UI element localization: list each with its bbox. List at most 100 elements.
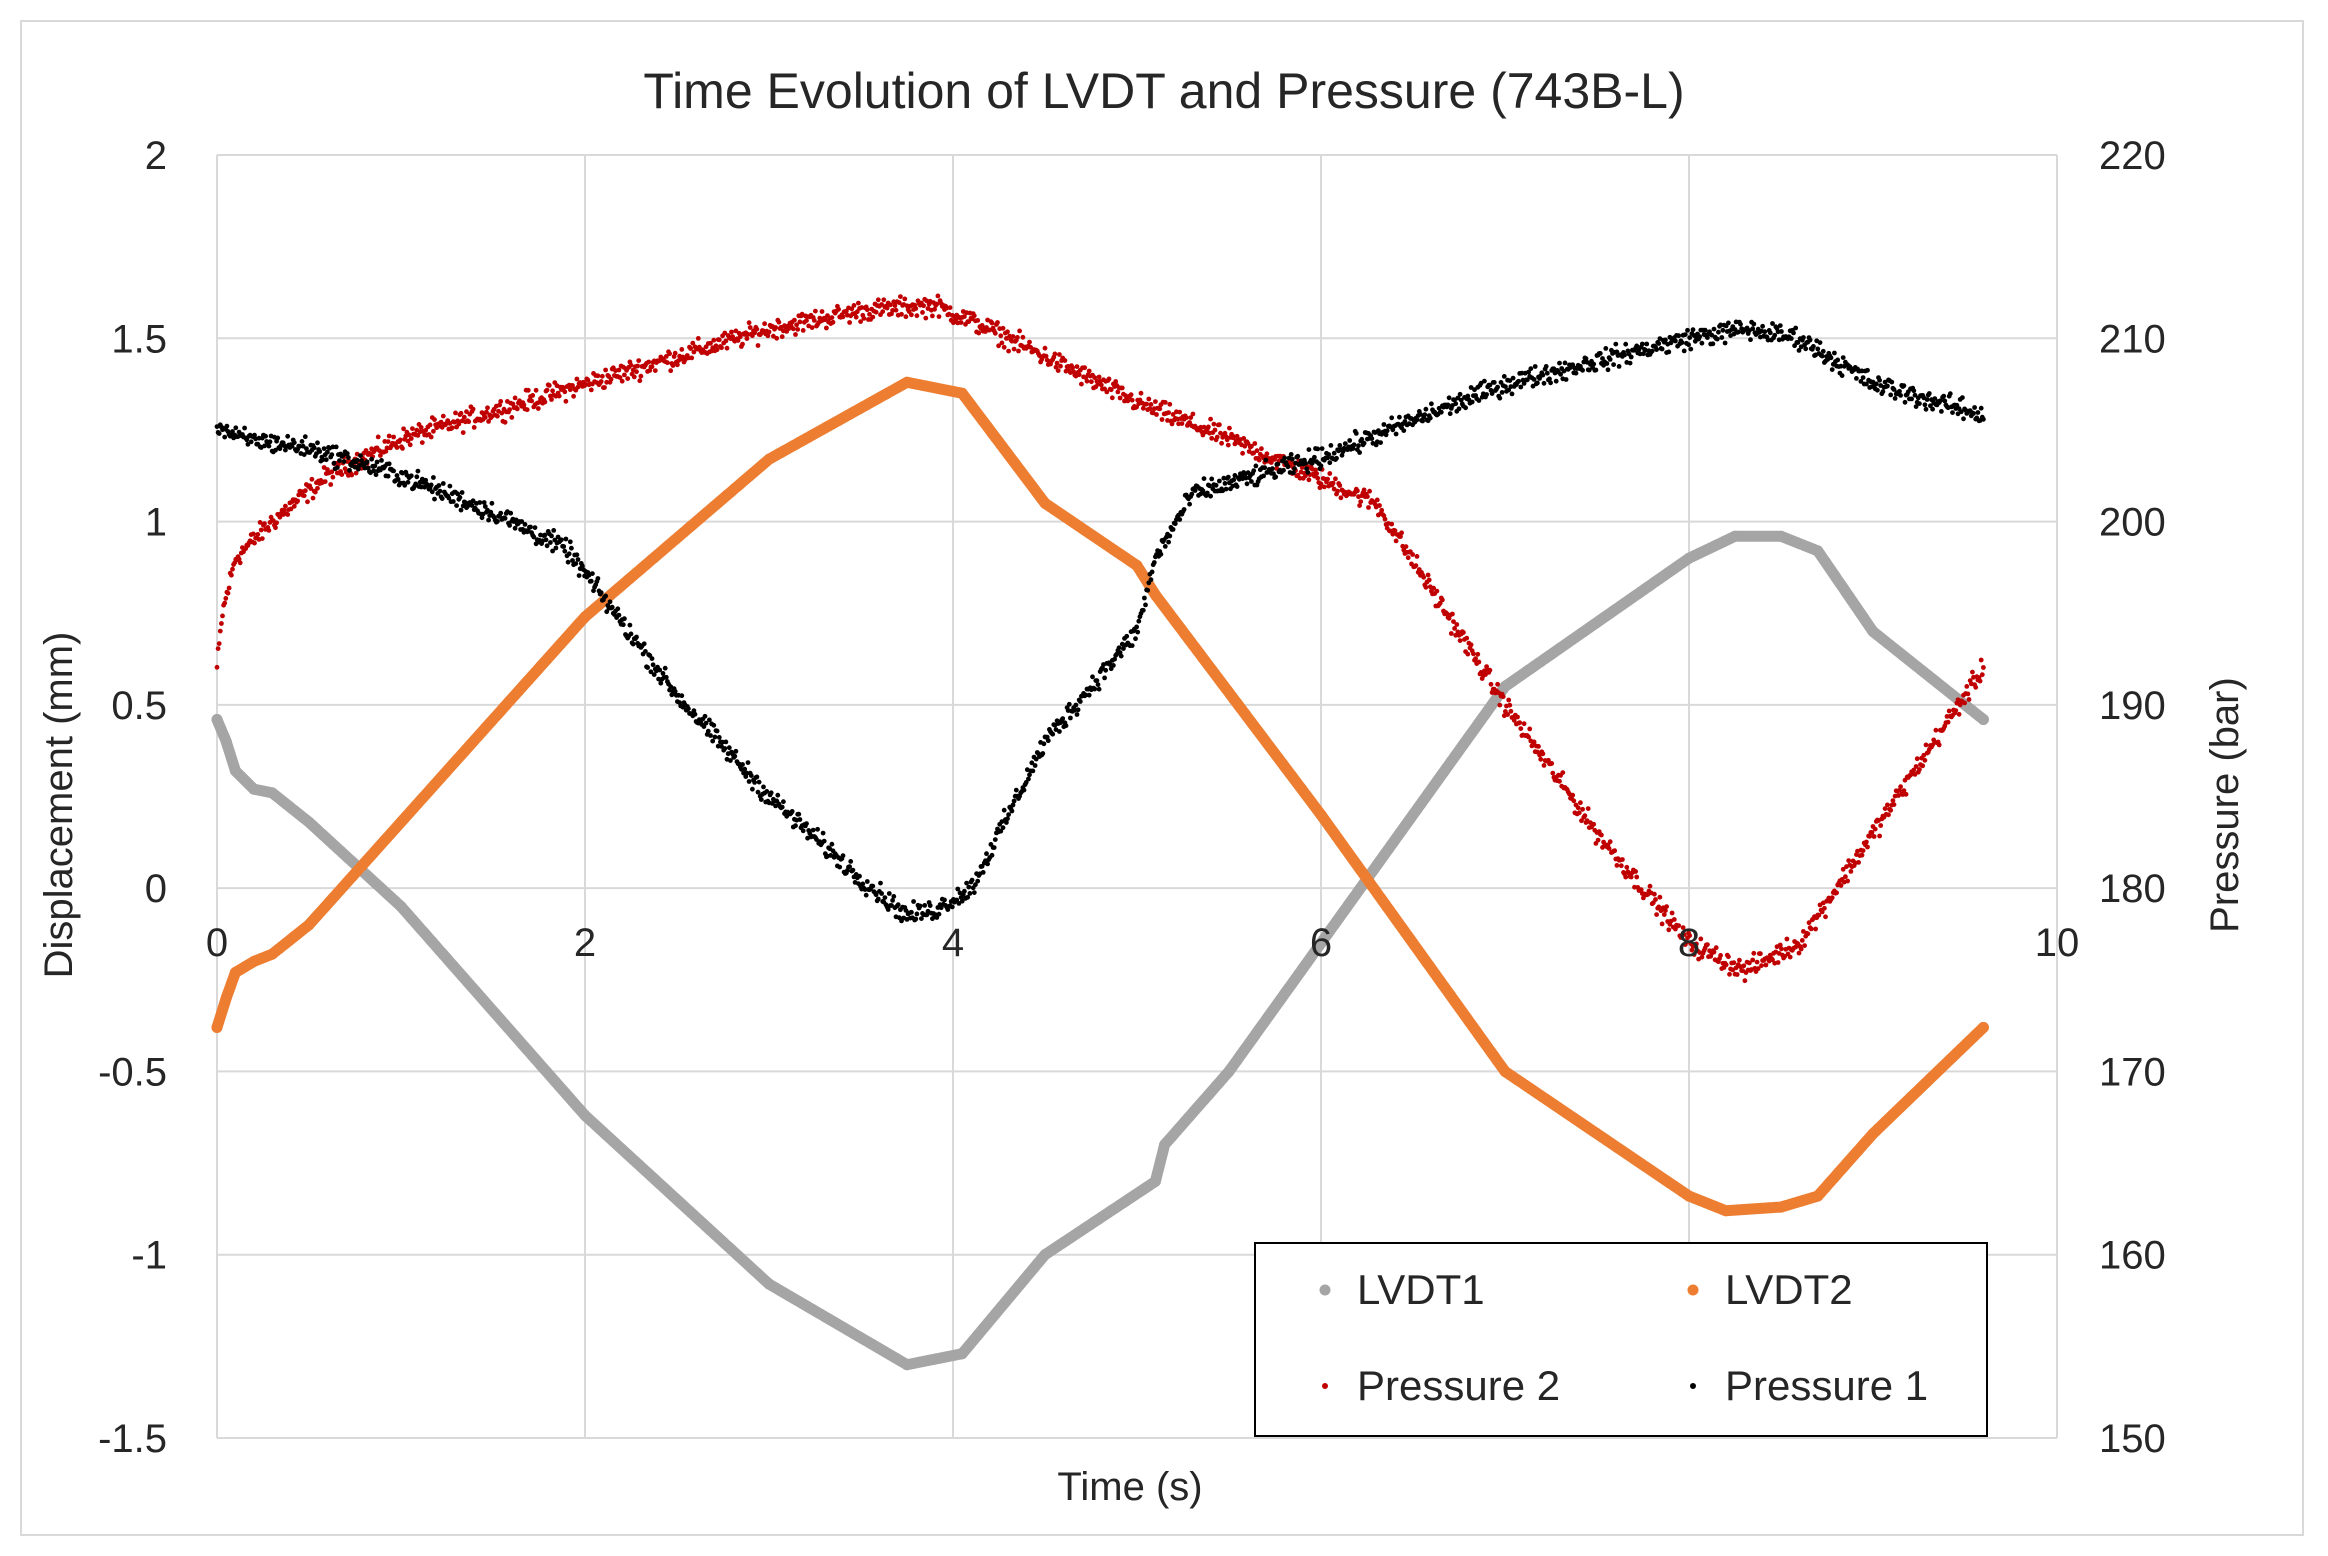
data-point-pressure-1	[1762, 329, 1768, 335]
data-point-pressure-1	[744, 770, 750, 776]
data-point-pressure-2	[1802, 943, 1807, 948]
data-point-pressure-1	[1603, 346, 1609, 351]
data-point-pressure-2	[864, 307, 870, 313]
data-point-pressure-1	[1427, 415, 1433, 421]
data-point-pressure-1	[705, 728, 711, 734]
data-point-pressure-2	[631, 374, 637, 380]
data-point-pressure-1	[1716, 329, 1721, 335]
data-point-pressure-1	[495, 519, 500, 524]
data-point-pressure-1	[436, 483, 442, 488]
data-point-pressure-2	[724, 345, 730, 351]
data-point-pressure-1	[1591, 361, 1597, 367]
data-point-pressure-1	[1958, 409, 1964, 415]
data-point-pressure-1	[980, 870, 986, 875]
data-point-pressure-2	[663, 354, 669, 359]
data-point-pressure-2	[1747, 960, 1752, 966]
legend: LVDT1 LVDT2 Pressure 2 Pressure 1	[1254, 1242, 1988, 1437]
data-point-pressure-2	[1413, 563, 1419, 568]
data-point-pressure-2	[1806, 920, 1812, 926]
data-point-pressure-1	[1074, 712, 1080, 717]
data-point-pressure-2	[976, 330, 982, 336]
data-point-pressure-2	[729, 329, 734, 335]
data-point-pressure-1	[364, 459, 370, 465]
data-point-pressure-2	[858, 319, 863, 324]
data-point-pressure-1	[1714, 336, 1720, 342]
data-point-pressure-1	[1275, 461, 1281, 467]
data-point-pressure-2	[947, 305, 953, 310]
data-point-pressure-1	[962, 888, 967, 894]
data-point-pressure-1	[1482, 378, 1487, 384]
data-point-pressure-1	[1854, 376, 1859, 381]
data-point-pressure-2	[1659, 921, 1665, 927]
data-point-pressure-1	[1381, 422, 1387, 427]
data-point-pressure-1	[573, 561, 579, 566]
data-point-pressure-1	[311, 445, 317, 451]
data-point-pressure-2	[1264, 451, 1270, 457]
data-point-pressure-1	[882, 895, 888, 900]
data-point-pressure-2	[291, 503, 297, 509]
data-point-pressure-2	[1315, 475, 1321, 481]
data-point-pressure-2	[216, 641, 222, 646]
data-point-pressure-2	[746, 320, 752, 326]
data-point-pressure-1	[1923, 406, 1929, 412]
data-point-pressure-1	[337, 458, 342, 463]
data-point-pressure-1	[1901, 383, 1907, 389]
data-point-pressure-2	[1393, 538, 1399, 544]
data-point-pressure-2	[1669, 910, 1675, 916]
data-point-pressure-2	[635, 363, 640, 369]
data-point-pressure-2	[305, 499, 310, 505]
series-line-lvdt1	[211, 530, 1989, 1371]
data-point-pressure-1	[761, 784, 766, 790]
data-point-pressure-2	[1179, 421, 1185, 426]
data-point-pressure-1	[1628, 354, 1634, 360]
data-point-pressure-1	[1600, 356, 1605, 361]
data-point-pressure-2	[262, 521, 267, 526]
data-point-pressure-1	[414, 474, 420, 480]
data-point-pressure-2	[1540, 751, 1546, 757]
data-point-pressure-1	[1423, 406, 1429, 412]
data-point-pressure-1	[262, 443, 267, 449]
data-point-pressure-1	[266, 443, 272, 449]
data-point-pressure-1	[660, 671, 666, 676]
data-point-pressure-1	[522, 522, 528, 527]
data-point-pressure-2	[1327, 471, 1333, 476]
data-point-pressure-2	[1754, 959, 1760, 965]
data-point-pressure-1	[966, 884, 972, 890]
data-point-pressure-2	[1742, 978, 1748, 984]
data-point-pressure-2	[723, 338, 729, 344]
data-point-pressure-2	[525, 387, 531, 393]
data-point-pressure-2	[556, 393, 562, 399]
data-point-pressure-2	[1366, 505, 1371, 510]
data-point-pressure-1	[750, 786, 755, 792]
data-point-pressure-1	[1133, 636, 1138, 642]
data-point-pressure-2	[1209, 435, 1215, 441]
data-point-pressure-1	[1318, 463, 1324, 469]
y-left-tick-label: -1	[131, 1234, 167, 1278]
data-point-pressure-1	[1531, 377, 1537, 382]
data-point-pressure-2	[1206, 424, 1211, 430]
data-point-pressure-2	[310, 495, 316, 501]
data-point-pressure-2	[1086, 368, 1092, 374]
data-point-pressure-2	[1052, 351, 1058, 357]
data-point-pressure-2	[1843, 874, 1848, 880]
data-point-pressure-1	[394, 473, 400, 478]
data-point-pressure-1	[569, 545, 574, 551]
data-point-pressure-1	[1829, 367, 1835, 372]
data-point-pressure-1	[1207, 483, 1212, 489]
data-point-pressure-2	[456, 421, 462, 427]
data-point-pressure-1	[1750, 326, 1756, 332]
data-point-pressure-2	[1612, 848, 1618, 854]
data-point-pressure-1	[716, 735, 722, 740]
data-point-pressure-1	[796, 811, 802, 817]
data-point-pressure-2	[1557, 778, 1562, 784]
y-right-tick-label: 150	[2099, 1417, 2166, 1461]
data-point-lvdt1	[956, 1348, 968, 1360]
data-point-pressure-1	[242, 425, 248, 431]
data-point-pressure-2	[1421, 574, 1427, 580]
data-point-pressure-2	[1001, 344, 1007, 350]
data-point-pressure-2	[1888, 807, 1894, 813]
data-point-pressure-2	[1358, 499, 1364, 504]
data-point-pressure-1	[423, 477, 429, 483]
data-point-pressure-2	[1723, 962, 1729, 968]
data-point-pressure-2	[1104, 389, 1110, 395]
